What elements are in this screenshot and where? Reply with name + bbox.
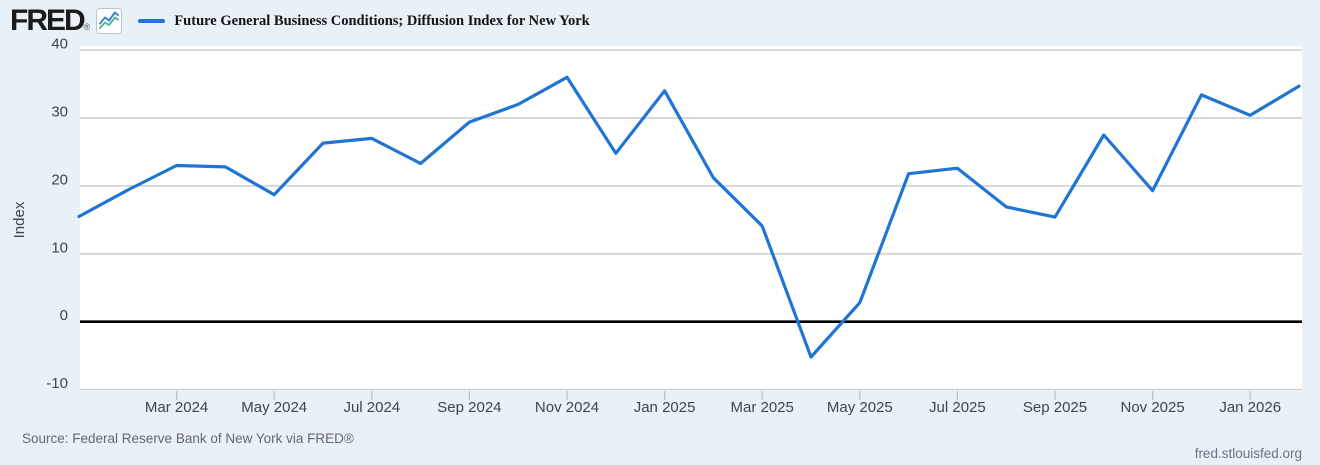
icon-line-green: [99, 16, 120, 29]
x-tick-label: Nov 2024: [535, 399, 599, 416]
x-tick-label: Mar 2024: [145, 399, 208, 416]
icon-line-blue: [99, 11, 120, 25]
x-tick-label: Sep 2024: [437, 399, 501, 416]
y-tick-label: 30: [51, 104, 68, 121]
fred-logo-text: FRED: [10, 4, 86, 37]
x-tick-label: Jan 2025: [634, 399, 696, 416]
y-tick-label: -10: [46, 375, 68, 392]
registered-trademark: ®: [83, 22, 91, 32]
x-tick-label: May 2025: [827, 399, 893, 416]
chart-header: FRED® Future General Business Conditions…: [10, 4, 590, 38]
x-tick-label: Jul 2025: [929, 399, 986, 416]
y-tick-label: 10: [51, 239, 68, 256]
series-legend-swatch: [138, 19, 166, 23]
fred-logo[interactable]: FRED®: [10, 6, 90, 36]
x-tick-label: Sep 2025: [1023, 399, 1087, 416]
data-series-line: [77, 75, 1301, 359]
fred-site-link[interactable]: fred.stlouisfed.org: [1194, 446, 1302, 461]
fred-sparkline-icon: [96, 8, 123, 34]
chart-title: Future General Business Conditions; Diff…: [174, 12, 590, 29]
plot-area: [80, 46, 1302, 391]
x-tick-label: Nov 2025: [1120, 399, 1184, 416]
y-tick-label: 0: [60, 307, 68, 324]
x-tick-label: May 2024: [241, 399, 307, 416]
source-note: Source: Federal Reserve Bank of New York…: [22, 431, 354, 446]
x-tick-label: Mar 2025: [731, 399, 794, 416]
y-tick-label: 20: [51, 171, 68, 188]
y-tick-label: 40: [51, 36, 68, 53]
y-axis-title: Index: [11, 201, 28, 238]
x-tick-label: Jan 2026: [1219, 399, 1281, 416]
x-tick-label: Jul 2024: [343, 399, 400, 416]
